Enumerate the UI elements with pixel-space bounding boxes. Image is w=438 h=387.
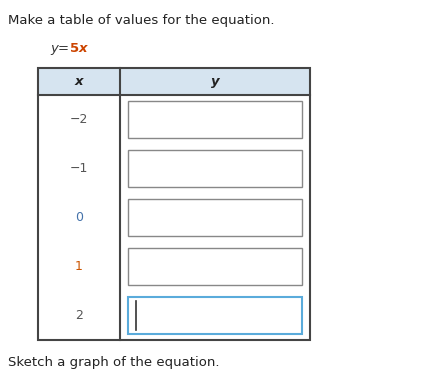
Bar <box>128 199 301 236</box>
Text: −2: −2 <box>70 113 88 126</box>
Text: x: x <box>79 42 87 55</box>
Text: 5: 5 <box>70 42 79 55</box>
Text: −1: −1 <box>70 162 88 175</box>
Text: =: = <box>58 42 69 55</box>
Text: 2: 2 <box>75 309 83 322</box>
Text: Sketch a graph of the equation.: Sketch a graph of the equation. <box>8 356 219 369</box>
Text: y: y <box>210 75 219 88</box>
Bar <box>128 101 301 138</box>
Bar <box>128 150 301 187</box>
Bar <box>128 297 301 334</box>
Bar <box>128 248 301 285</box>
Text: 1: 1 <box>75 260 83 273</box>
Text: Make a table of values for the equation.: Make a table of values for the equation. <box>8 14 274 27</box>
Text: y: y <box>50 42 58 55</box>
Text: 0: 0 <box>75 211 83 224</box>
Text: x: x <box>74 75 83 88</box>
Bar <box>38 68 309 95</box>
Bar <box>38 68 309 340</box>
